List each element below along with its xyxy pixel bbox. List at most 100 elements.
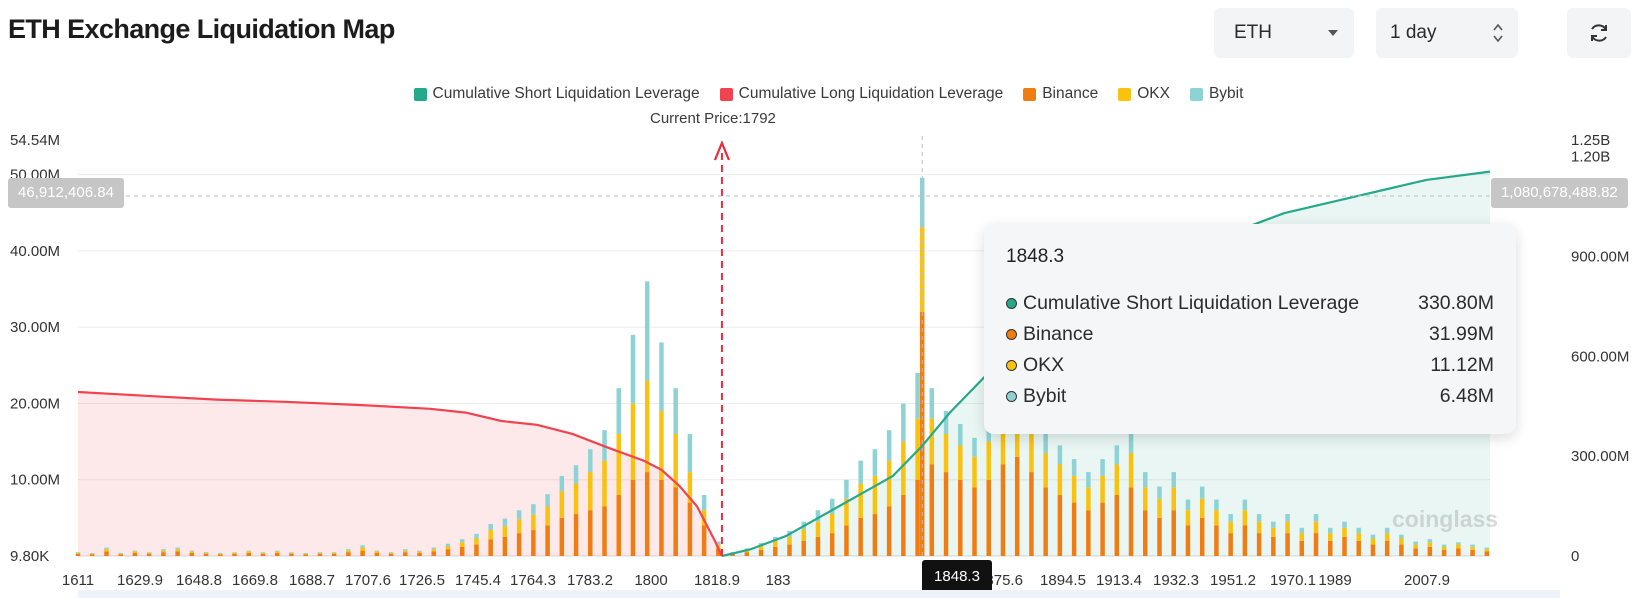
bar-okx — [189, 551, 195, 553]
legend-item-okx[interactable]: OKX — [1118, 85, 1170, 103]
y-right-tick: 1.25B — [1571, 132, 1610, 149]
bar-bybit — [346, 549, 351, 551]
bar-bybit — [701, 494, 707, 511]
bar-okx — [844, 498, 849, 526]
bar-okx — [445, 546, 451, 550]
bar-binance — [1413, 548, 1418, 556]
tooltip-dot — [1006, 329, 1017, 340]
bar-binance — [445, 549, 451, 556]
bar-binance — [986, 479, 991, 556]
refresh-button[interactable] — [1567, 8, 1631, 58]
y-left-tick: 40.00M — [10, 243, 60, 260]
bar-bybit — [132, 550, 138, 552]
bar-binance — [502, 536, 508, 556]
bar-binance — [1185, 525, 1191, 556]
bar-binance — [758, 549, 764, 556]
x-tick: 2007.9 — [1404, 572, 1450, 589]
legend-item-short-cumulative[interactable]: Cumulative Short Liquidation Leverage — [413, 85, 700, 103]
bar-okx — [1171, 487, 1176, 511]
bar-okx — [374, 551, 380, 553]
bar-okx — [919, 227, 925, 312]
x-tick: 1951.2 — [1210, 572, 1256, 589]
range-select[interactable]: 1 day — [1376, 8, 1518, 58]
bar-binance — [730, 553, 735, 556]
bar-binance — [146, 553, 152, 556]
bar-binance — [232, 553, 237, 556]
legend-item-binance[interactable]: Binance — [1023, 85, 1098, 103]
bar-okx — [1399, 538, 1404, 545]
y-left-tick: 54.54M — [10, 132, 60, 149]
bar-binance — [1313, 533, 1319, 556]
bar-bybit — [1427, 539, 1433, 543]
bar-binance — [673, 487, 678, 556]
bar-binance — [1143, 510, 1148, 556]
bar-okx — [516, 519, 522, 534]
bar-bybit — [218, 552, 223, 554]
tooltip-row: OKX 11.12M — [1006, 350, 1494, 381]
y-left-tick: 20.00M — [10, 395, 60, 412]
bar-okx — [958, 445, 963, 480]
legend-item-bybit[interactable]: Bybit — [1189, 85, 1243, 103]
bar-okx — [886, 460, 892, 507]
bar-okx — [1299, 533, 1305, 541]
bar-okx — [773, 541, 778, 547]
bar-okx — [89, 553, 95, 555]
bar-binance — [602, 506, 607, 556]
bar-okx — [673, 433, 678, 488]
legend-item-long-cumulative[interactable]: Cumulative Long Liquidation Leverage — [719, 85, 1004, 103]
bar-bybit — [1157, 486, 1162, 499]
asset-select-value: ETH — [1234, 22, 1272, 43]
bar-binance — [915, 479, 920, 556]
bar-binance — [274, 552, 280, 556]
bar-bybit — [1271, 521, 1276, 528]
bar-binance — [388, 553, 394, 556]
bar-okx — [388, 552, 394, 554]
bar-binance — [1057, 494, 1063, 556]
bar-okx — [317, 552, 323, 554]
bar-okx — [1470, 546, 1475, 550]
bar-binance — [616, 494, 622, 556]
y-right-tick: 300.00M — [1571, 448, 1629, 465]
bar-bybit — [388, 552, 394, 553]
bar-binance — [701, 525, 707, 556]
bar-binance — [972, 487, 977, 556]
bar-bybit — [118, 552, 123, 554]
bar-binance — [829, 533, 835, 556]
bar-okx — [1000, 418, 1006, 465]
bar-binance — [1384, 540, 1390, 556]
x-tick: 183 — [765, 572, 790, 589]
bar-bybit — [659, 342, 664, 412]
bar-binance — [374, 552, 380, 556]
long-area-fill — [78, 392, 722, 556]
x-axis-scroll-strip[interactable] — [78, 590, 1560, 598]
bar-binance — [1328, 540, 1333, 556]
x-tick: 1688.7 — [289, 572, 335, 589]
bar-binance — [773, 546, 778, 556]
bar-okx — [573, 483, 579, 515]
legend-label: OKX — [1137, 85, 1170, 102]
bar-binance — [801, 540, 806, 556]
bar-okx — [1328, 533, 1333, 541]
bar-bybit — [274, 550, 280, 552]
bar-okx — [203, 552, 209, 554]
x-tick: 1611 — [62, 572, 94, 589]
bar-binance — [1484, 551, 1490, 556]
bar-okx — [1242, 510, 1248, 526]
bar-okx — [1484, 549, 1490, 552]
x-tick: 1669.8 — [232, 572, 278, 589]
bar-bybit — [203, 552, 209, 553]
bar-okx — [1114, 464, 1120, 495]
x-tick: 1989 — [1318, 572, 1351, 589]
tooltip-row: Binance 31.99M — [1006, 319, 1494, 350]
bar-bybit — [872, 449, 878, 476]
long-cumulative-line — [77, 390, 723, 557]
bar-binance — [203, 553, 209, 556]
bar-bybit — [75, 552, 81, 553]
legend-label: Cumulative Long Liquidation Leverage — [738, 85, 1004, 102]
bar-binance — [104, 551, 109, 556]
bar-bybit — [374, 550, 380, 552]
bar-binance — [189, 552, 195, 556]
bar-okx — [118, 553, 123, 555]
bar-okx — [602, 460, 607, 507]
asset-select[interactable]: ETH — [1214, 8, 1354, 58]
